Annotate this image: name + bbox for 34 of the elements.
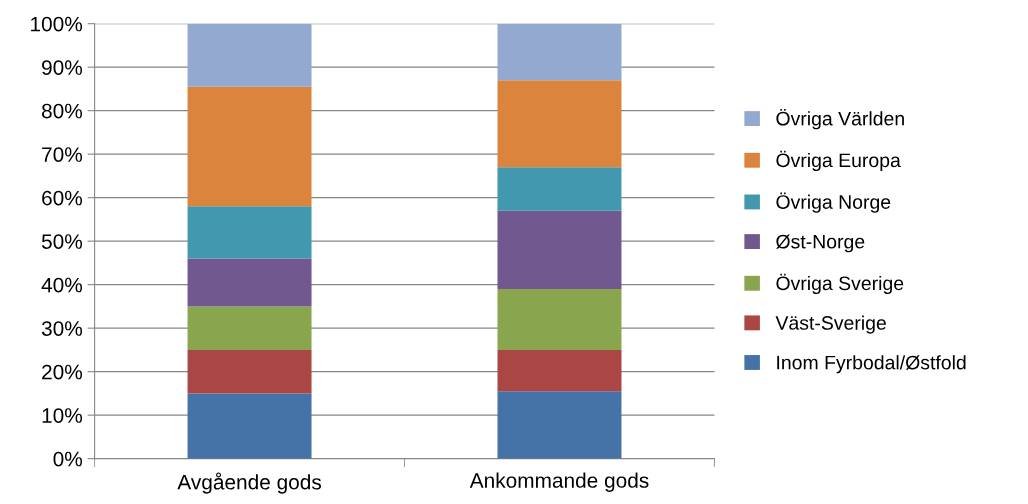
bar <box>187 86 312 207</box>
bar <box>497 210 622 290</box>
y-tick-label: 30% <box>41 321 83 336</box>
legend-label: Väst-Sverige <box>775 315 886 334</box>
bar <box>497 391 622 459</box>
y-tick-label: 50% <box>41 234 83 249</box>
bar <box>497 23 622 81</box>
y-tick-label: 0% <box>53 451 83 467</box>
y-tick-label: 60% <box>42 190 83 206</box>
bar <box>187 306 312 350</box>
bar <box>497 167 622 211</box>
x-tick-label: Ankommande gods <box>469 472 649 492</box>
bar <box>497 289 622 350</box>
legend-label: Övriga Världen <box>776 109 904 130</box>
bar <box>187 349 312 394</box>
bar <box>497 349 622 392</box>
bar <box>187 206 312 259</box>
legend-label: Øst-Norge <box>776 234 865 253</box>
legend-label: Övriga Norge <box>776 192 891 213</box>
x-tick-label: Avgående gods <box>177 472 322 494</box>
y-tick-label: 70% <box>42 147 83 162</box>
bar <box>187 23 312 87</box>
y-tick-label: 90% <box>42 60 83 75</box>
legend-label: Inom Fyrbodal/Østfold <box>777 355 966 374</box>
y-tick-label: 20% <box>42 364 83 380</box>
legend-label: Övriga Sverige <box>776 273 904 295</box>
bar <box>187 393 312 459</box>
y-tick-label: 40% <box>41 277 83 293</box>
y-tick-label: 100% <box>31 16 83 32</box>
bar <box>187 258 312 307</box>
y-tick-label: 80% <box>41 103 83 119</box>
y-tick-label: 10% <box>42 408 83 423</box>
legend-label: Övriga Europa <box>776 150 901 172</box>
bar <box>497 80 622 168</box>
